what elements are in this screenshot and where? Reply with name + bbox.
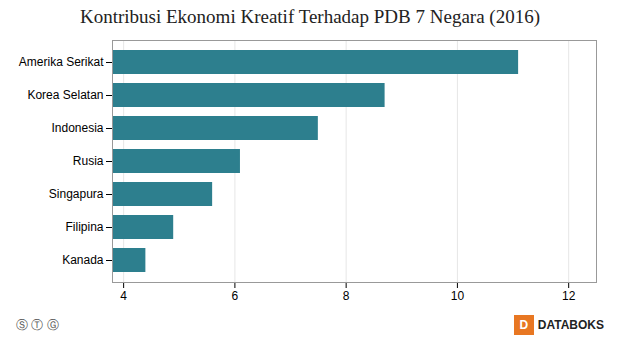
svg-text:4: 4 xyxy=(120,289,127,303)
svg-text:Rusia: Rusia xyxy=(73,154,104,168)
svg-text:Kanada: Kanada xyxy=(62,253,104,267)
svg-text:Filipina: Filipina xyxy=(65,220,103,234)
html-text:D: D xyxy=(519,318,529,332)
svg-text:Amerika Serikat: Amerika Serikat xyxy=(19,55,104,69)
html-text:Kontribusi Ekonomi Kreatif Ter: Kontribusi Ekonomi Kreatif Terhadap PDB … xyxy=(80,6,540,27)
html-text:DATABOKS: DATABOKS xyxy=(537,318,604,332)
svg-text:6: 6 xyxy=(232,289,239,303)
svg-text:10: 10 xyxy=(451,289,465,303)
svg-text:Singapura: Singapura xyxy=(49,187,104,201)
svg-text:12: 12 xyxy=(562,289,576,303)
svg-text:Korea Selatan: Korea Selatan xyxy=(27,88,103,102)
svg-text:Indonesia: Indonesia xyxy=(51,121,103,135)
svg-text:8: 8 xyxy=(343,289,350,303)
